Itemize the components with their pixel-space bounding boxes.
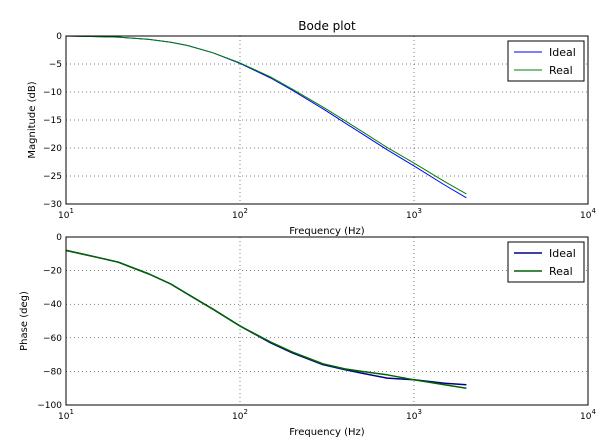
phase-ticks: 101 102 103 104 0 −20 −40 −60 −80 −100 — [37, 233, 596, 422]
phase-x-tick-label: 104 — [580, 408, 596, 422]
phase-y-tick-label: 0 — [56, 233, 62, 243]
magnitude-x-tick-label: 104 — [580, 207, 596, 221]
phase-y-tick-label: −80 — [43, 367, 62, 377]
phase-y-tick-label: −40 — [43, 300, 62, 310]
phase-y-tick-label: −20 — [43, 267, 62, 277]
phase-legend: Ideal Real — [507, 241, 585, 283]
magnitude-y-tick-label: −5 — [49, 60, 62, 70]
magnitude-series-real-line — [65, 35, 467, 195]
magnitude-subplot: 101 102 103 104 0 −5 −10 −15 −20 −25 −30 Bode plot… — [27, 19, 596, 237]
magnitude-lines — [65, 35, 467, 199]
phase-series-real-line — [65, 249, 467, 389]
magnitude-y-tick-label: −25 — [43, 172, 62, 182]
magnitude-legend-box — [507, 40, 585, 82]
chart-title: Bode plot — [298, 19, 356, 33]
legend-label-real: Real — [549, 64, 573, 77]
magnitude-x-tick-label: 102 — [232, 207, 248, 221]
phase-y-tick-label: −100 — [37, 401, 62, 411]
phase-grid — [66, 237, 588, 405]
magnitude-legend: Ideal Real — [507, 40, 585, 82]
magnitude-y-tick-label: −15 — [43, 116, 62, 126]
phase-legend-box — [507, 241, 585, 283]
phase-subplot: 101 102 103 104 0 −20 −40 −60 −80 −100 Frequency … — [19, 233, 596, 438]
magnitude-axes-frame — [65, 35, 589, 205]
legend-label-real: Real — [549, 265, 573, 278]
phase-axes-frame — [65, 236, 589, 406]
legend-label-ideal: Ideal — [549, 46, 576, 59]
phase-x-tick-label: 102 — [232, 408, 248, 422]
magnitude-y-tick-label: −10 — [43, 88, 62, 98]
magnitude-grid — [66, 36, 588, 204]
phase-y-axis-label: Phase (deg) — [19, 291, 30, 351]
phase-x-tick-label: 101 — [58, 408, 74, 422]
phase-x-tick-label: 103 — [406, 408, 422, 422]
magnitude-y-tick-label: −30 — [43, 200, 62, 210]
phase-lines — [65, 249, 467, 389]
magnitude-y-axis-label: Magnitude (dB) — [27, 81, 38, 158]
phase-x-axis-label: Frequency (Hz) — [289, 427, 365, 438]
phase-y-tick-label: −60 — [43, 334, 62, 344]
phase-plot-area — [66, 237, 588, 405]
magnitude-y-tick-label: −20 — [43, 144, 62, 154]
legend-label-ideal: Ideal — [549, 247, 576, 260]
magnitude-ticks: 101 102 103 104 0 −5 −10 −15 −20 −25 −30 — [43, 32, 596, 221]
magnitude-x-axis-label: Frequency (Hz) — [289, 226, 365, 237]
magnitude-y-tick-label: 0 — [56, 32, 62, 42]
magnitude-x-tick-label: 103 — [406, 207, 422, 221]
magnitude-x-tick-label: 101 — [58, 207, 74, 221]
